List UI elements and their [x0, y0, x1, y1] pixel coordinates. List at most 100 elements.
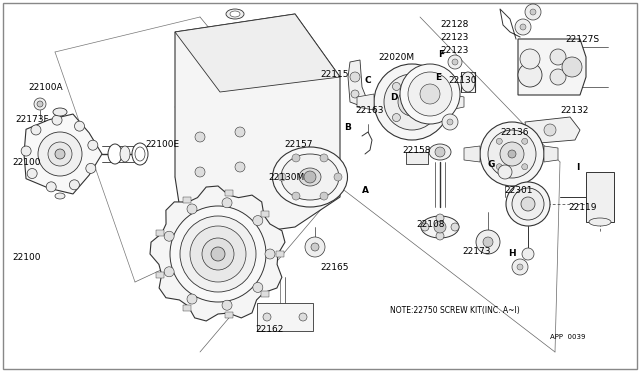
Polygon shape [357, 94, 374, 110]
Polygon shape [262, 291, 269, 297]
Circle shape [235, 162, 245, 172]
Circle shape [448, 55, 462, 69]
Polygon shape [464, 146, 480, 162]
Circle shape [518, 63, 542, 87]
Circle shape [436, 232, 444, 240]
Text: F: F [438, 49, 444, 58]
Text: APP  0039: APP 0039 [550, 334, 586, 340]
Circle shape [170, 206, 266, 302]
Text: 22119: 22119 [568, 202, 596, 212]
Circle shape [46, 182, 56, 192]
Circle shape [292, 154, 300, 162]
Circle shape [69, 180, 79, 190]
Circle shape [452, 59, 458, 65]
Circle shape [305, 237, 325, 257]
Circle shape [88, 140, 98, 150]
Circle shape [202, 238, 234, 270]
Polygon shape [183, 197, 191, 203]
Ellipse shape [230, 11, 240, 17]
Text: I: I [576, 163, 579, 171]
Polygon shape [150, 186, 285, 321]
Circle shape [480, 122, 544, 186]
Polygon shape [24, 114, 102, 194]
Text: 22100: 22100 [12, 253, 40, 262]
Circle shape [351, 90, 359, 98]
Ellipse shape [55, 193, 65, 199]
Circle shape [320, 192, 328, 200]
Text: 22123: 22123 [440, 45, 468, 55]
Circle shape [211, 247, 225, 261]
Polygon shape [450, 94, 464, 110]
Circle shape [496, 138, 502, 144]
Text: 22157: 22157 [284, 140, 312, 148]
Circle shape [180, 216, 256, 292]
Ellipse shape [281, 154, 339, 200]
Polygon shape [262, 211, 269, 217]
Ellipse shape [132, 143, 148, 165]
Circle shape [530, 9, 536, 15]
Text: 22130M: 22130M [268, 173, 304, 182]
Circle shape [451, 223, 459, 231]
Circle shape [392, 113, 401, 122]
Ellipse shape [273, 147, 348, 207]
Circle shape [253, 216, 263, 225]
Ellipse shape [461, 72, 475, 92]
Circle shape [187, 204, 197, 214]
Text: D: D [390, 93, 397, 102]
Circle shape [522, 164, 528, 170]
Circle shape [522, 138, 528, 144]
Circle shape [525, 4, 541, 20]
Text: 22130: 22130 [448, 76, 477, 84]
Circle shape [512, 188, 544, 220]
Polygon shape [175, 14, 340, 92]
Circle shape [420, 84, 440, 104]
Polygon shape [175, 14, 340, 242]
Ellipse shape [299, 168, 321, 186]
Circle shape [187, 294, 197, 304]
Text: 22301: 22301 [504, 186, 532, 195]
Polygon shape [276, 251, 284, 257]
Polygon shape [156, 272, 164, 278]
Circle shape [304, 171, 316, 183]
Circle shape [498, 165, 512, 179]
Circle shape [506, 182, 550, 226]
Circle shape [190, 226, 246, 282]
Circle shape [435, 147, 445, 157]
Polygon shape [586, 172, 614, 222]
Polygon shape [518, 39, 586, 95]
Circle shape [434, 221, 446, 233]
Circle shape [235, 127, 245, 137]
Text: H: H [508, 250, 516, 259]
Polygon shape [183, 305, 191, 311]
Ellipse shape [53, 108, 67, 116]
Circle shape [521, 197, 535, 211]
Text: 22108: 22108 [416, 219, 445, 228]
Circle shape [483, 237, 493, 247]
Text: NOTE:22750 SCREW KIT(INC. A~I): NOTE:22750 SCREW KIT(INC. A~I) [390, 305, 520, 314]
Circle shape [550, 69, 566, 85]
Circle shape [222, 300, 232, 310]
Text: 22100: 22100 [12, 157, 40, 167]
Circle shape [407, 97, 417, 107]
Circle shape [384, 74, 440, 130]
Text: 22162: 22162 [255, 326, 284, 334]
Circle shape [27, 169, 37, 179]
Circle shape [265, 249, 275, 259]
Ellipse shape [589, 218, 611, 226]
Circle shape [550, 49, 566, 65]
Circle shape [408, 72, 452, 116]
Circle shape [334, 173, 342, 181]
Circle shape [520, 24, 526, 30]
Circle shape [31, 125, 41, 135]
Text: 22165: 22165 [320, 263, 349, 272]
Circle shape [500, 142, 524, 166]
Circle shape [400, 64, 460, 124]
Circle shape [74, 121, 84, 131]
Circle shape [392, 83, 401, 90]
Circle shape [544, 124, 556, 136]
Circle shape [55, 149, 65, 159]
Polygon shape [257, 303, 313, 331]
Circle shape [424, 113, 431, 122]
Circle shape [515, 19, 531, 35]
Ellipse shape [226, 9, 244, 19]
